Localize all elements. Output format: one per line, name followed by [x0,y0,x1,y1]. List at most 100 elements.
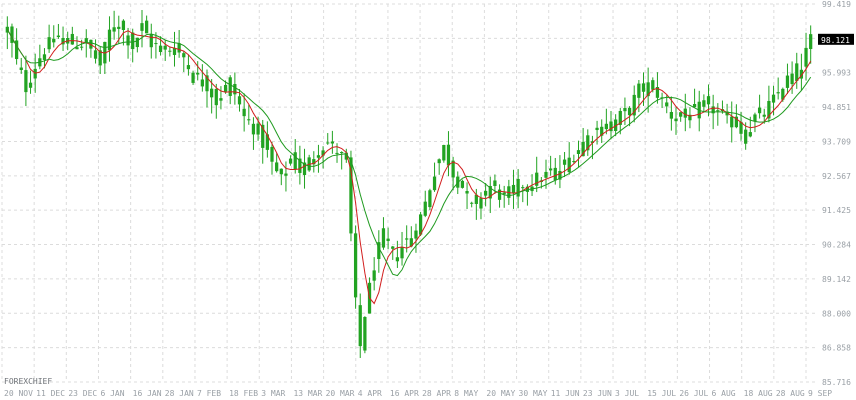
y-tick-label: 94.851 [822,103,851,112]
candle-body [377,242,381,259]
candle [24,55,28,107]
candle-body [312,159,316,165]
candle-body [233,83,237,95]
candle [795,52,799,89]
candle [474,188,478,220]
candle-body [247,119,251,121]
candle [730,101,734,143]
candle [516,169,520,209]
candle-body [52,38,56,43]
candle-body [316,155,321,158]
candle [344,148,348,163]
current-price-label: 98.121 [821,36,850,45]
candle [535,156,539,193]
x-tick-label: 8 MAY [454,389,478,398]
candle [316,144,321,173]
candle [56,23,61,39]
y-tick-label: 91.425 [822,206,851,215]
candle [488,176,492,214]
candle-body [558,170,562,180]
candle [460,179,465,189]
x-tick-label: 9 SEP [808,389,832,398]
candle-body [121,20,126,30]
candle [581,127,585,157]
candle-body [330,141,335,144]
candle-body [372,270,376,281]
candle [298,145,302,185]
candle-body [200,79,204,87]
candle-body [182,53,186,58]
candle-body [460,180,465,188]
candle [251,117,256,150]
candle-body [683,108,687,118]
x-tick-label: 28 APR [422,389,451,398]
y-tick-label: 99.419 [822,0,851,9]
candle [437,158,441,175]
candle-body [771,94,776,103]
y-tick-label: 86.858 [822,344,851,353]
candle-body [149,34,153,48]
brand-watermark: FOREXCHIEF [4,377,52,386]
candle [521,184,525,203]
x-tick-label: 23 DEC [68,389,97,398]
candle-body [609,121,613,132]
candle-body [581,141,585,157]
candle-body [75,47,79,50]
ma-slow-line [6,29,812,277]
candle-body [237,96,242,105]
candle [312,151,316,173]
candle-body [135,37,139,48]
candle-body [562,159,567,165]
candle-body [261,124,265,148]
candle [446,131,451,177]
y-tick-label: 92.567 [822,172,851,181]
candle [47,24,51,53]
candle-body [196,72,200,75]
candle [145,15,149,34]
candle-body [535,172,539,186]
candle [112,10,116,40]
candle [349,150,353,242]
x-tick-label: 28 AUG [776,389,805,398]
x-tick-label: 11 JUN [551,389,580,398]
candle [117,15,121,44]
candle-body [744,129,748,144]
candle-body [210,88,214,98]
candle [632,85,636,123]
candle [665,95,669,114]
candle-body [525,186,530,192]
candle [646,67,650,113]
candle [409,226,413,248]
x-tick-label: 3 JUL [615,389,639,398]
candle-body [293,152,297,170]
candle-body [405,238,409,240]
candle-body [799,69,804,79]
candle-body [446,144,451,166]
x-tick-label: 7 FEB [197,389,221,398]
x-tick-label: 18 AUG [744,389,773,398]
candle-body [502,192,506,195]
candle [414,223,418,253]
candle [391,245,395,260]
candle-body [386,238,390,242]
candle-body [414,230,418,239]
candle [679,112,683,122]
candle-body [753,114,757,122]
candle-body [470,202,474,204]
candle-body [553,167,557,181]
candle-body [145,20,149,34]
candle-body [669,111,673,119]
candle [247,104,251,125]
candle [279,168,283,186]
candle-body [497,189,502,200]
candle [809,25,813,64]
candle-body [423,201,427,216]
candle [353,225,358,309]
candle-body [474,194,478,204]
candle-body [112,27,116,32]
candle-body [776,92,780,94]
candle [210,79,214,114]
candle-body [158,45,163,53]
candle-body [117,26,121,29]
candle [614,114,618,137]
